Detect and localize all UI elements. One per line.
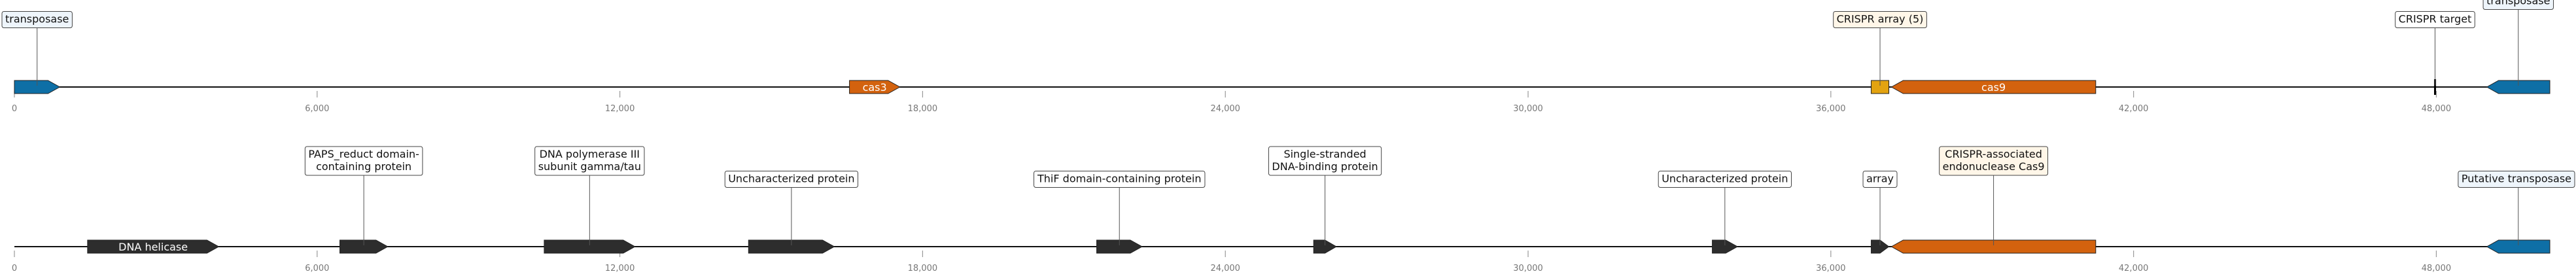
gene-cas3-label: cas3 bbox=[863, 81, 887, 94]
gene-cas9-arrow bbox=[1890, 80, 2097, 94]
axis-tick-label: 48,000 bbox=[2422, 264, 2452, 273]
gene-crispr-target-callout-box bbox=[2395, 11, 2475, 28]
gene-paps-reduct-domain-containing-protein-arrow bbox=[339, 239, 389, 254]
axis-tick-label: 12,000 bbox=[605, 264, 635, 273]
axis-tick-label: 24,000 bbox=[1210, 264, 1240, 273]
gene-thif-domain-containing-protein-arrow bbox=[1096, 239, 1143, 254]
axis-tick-label: 6,000 bbox=[305, 104, 329, 114]
gene-putative-transposase-arrow bbox=[2486, 239, 2550, 254]
gene-putative-transposase-callout-box bbox=[2458, 171, 2575, 188]
gene-array-callout-box bbox=[1862, 171, 1898, 188]
gene-uncharacterized-protein-arrow bbox=[748, 239, 835, 254]
gene-crispr-array-5-callout-box bbox=[1833, 11, 1927, 28]
gene-putative-transposase-callout-label: Putative transposase bbox=[2462, 173, 2571, 185]
gene-uncharacterized-protein-callout-label: Uncharacterized protein bbox=[728, 173, 854, 185]
gene-paps-reduct-domain-containing-protein-callout-box bbox=[304, 146, 423, 176]
gene-dna-helicase-label: DNA helicase bbox=[118, 241, 188, 253]
axis-tick-label: 30,000 bbox=[1513, 104, 1543, 114]
gene-transposase-callout-label: transposase bbox=[5, 13, 69, 26]
gene-crispr-associated-endonuclease-cas9-arrow bbox=[1890, 239, 2097, 254]
gene-array-callout-label: array bbox=[1866, 173, 1894, 185]
axis-tick-label: 0 bbox=[12, 104, 17, 114]
gene-cas9-label: cas9 bbox=[1981, 81, 2006, 94]
axis-tick-label: 18,000 bbox=[908, 104, 938, 114]
axis-tick-label: 36,000 bbox=[1816, 104, 1846, 114]
gene-paps-reduct-domain-containing-protein-callout-label: PAPS_reduct domain-containing protein bbox=[308, 148, 419, 173]
gene-array-arrow bbox=[1871, 239, 1890, 254]
gene-transposase-arrow bbox=[14, 80, 61, 94]
gene-uncharacterized-protein-callout-box bbox=[724, 171, 859, 188]
gene-uncharacterized-protein-callout-box bbox=[1658, 171, 1792, 188]
gene-cas3-arrow bbox=[849, 80, 901, 94]
gene-uncharacterized-protein-callout-label: Uncharacterized protein bbox=[1662, 173, 1788, 185]
axis-tick-label: 30,000 bbox=[1513, 264, 1543, 273]
gene-crispr-target-callout-label: CRISPR target bbox=[2399, 13, 2472, 26]
axis-tick-label: 36,000 bbox=[1816, 264, 1846, 273]
gene-thif-domain-containing-protein-callout-label: ThiF domain-containing protein bbox=[1037, 173, 1201, 185]
axis-tick-label: 24,000 bbox=[1210, 104, 1240, 114]
axis-tick-label: 42,000 bbox=[2119, 264, 2149, 273]
axis-tick-label: 12,000 bbox=[605, 104, 635, 114]
gene-single-stranded-dna-binding-protein-arrow bbox=[1313, 239, 1337, 254]
gene-dna-polymerase-iii-subunit-gamma-tau-callout-box bbox=[534, 146, 645, 176]
gene-crispr-associated-endonuclease-cas9-callout-box bbox=[1939, 146, 2049, 176]
gene-crispr-array-5-callout-label: CRISPR array (5) bbox=[1837, 13, 1924, 26]
gene-single-stranded-dna-binding-protein-callout-box bbox=[1268, 146, 1382, 176]
gene-track-top: 0 6,000 12,000 18,000 24,000 30,000 36,000 42,0… bbox=[1, 0, 2554, 114]
gene-single-stranded-dna-binding-protein-callout-label: Single-stranded DNA-binding protein bbox=[1272, 148, 1378, 173]
axis-tick-label: 18,000 bbox=[908, 264, 938, 273]
gene-crispr-associated-endonuclease-cas9-callout-label: CRISPR-associated endonuclease Cas9 bbox=[1943, 148, 2045, 173]
gene-transposase-callout-box bbox=[2482, 0, 2554, 10]
gene-dna-polymerase-iii-subunit-gamma-tau-arrow bbox=[544, 239, 636, 254]
gene-dna-helicase-arrow bbox=[87, 239, 220, 254]
gene-thif-domain-containing-protein-callout-box bbox=[1034, 171, 1206, 188]
axis-tick-label: 42,000 bbox=[2119, 104, 2149, 114]
gene-transposase-callout-label: transposase bbox=[2486, 0, 2550, 7]
gene-transposase-arrow bbox=[2486, 80, 2550, 94]
gene-track-bottom: 0 6,000 12,000 18,000 24,000 30,000 36,000 42,0… bbox=[12, 146, 2575, 273]
axis-tick-label: 6,000 bbox=[305, 264, 329, 273]
gene-uncharacterized-protein-arrow bbox=[1712, 239, 1739, 254]
axis-tick-label: 0 bbox=[12, 264, 17, 273]
gene-transposase-callout-box bbox=[1, 11, 73, 28]
axis-tick-label: 48,000 bbox=[2422, 104, 2452, 114]
gene-dna-polymerase-iii-subunit-gamma-tau-callout-label: DNA polymerase III subunit gamma/tau bbox=[538, 148, 641, 173]
